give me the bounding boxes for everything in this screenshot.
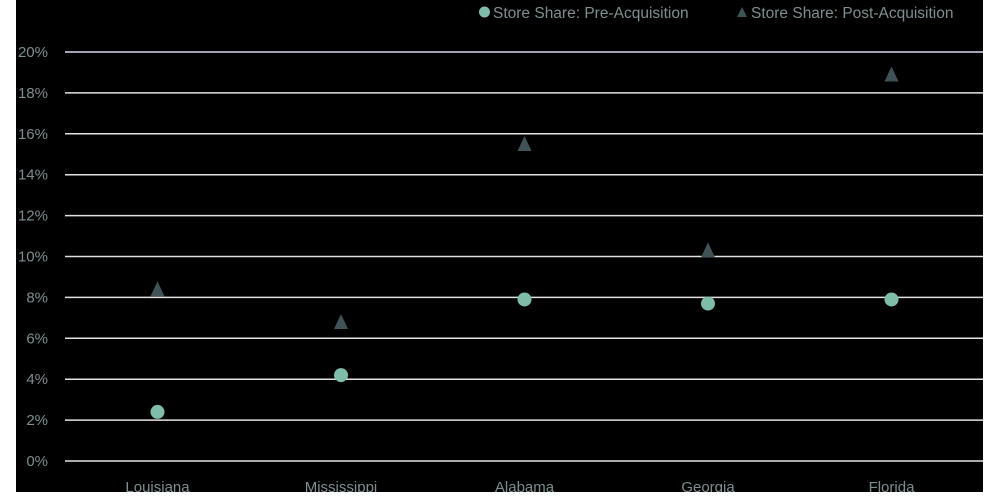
y-tick-label: 14% <box>18 167 48 184</box>
legend-label-post: Store Share: Post-Acquisition <box>751 5 953 22</box>
triangle-marker-icon <box>737 7 747 17</box>
x-tick-label: Louisiana <box>125 479 190 496</box>
post-acquisition-point[interactable] <box>517 136 532 152</box>
y-tick-label: 12% <box>18 208 48 225</box>
x-axis-ticks: Louisiana Mississippi Alabama Georgia Florid… <box>125 479 915 496</box>
post-acquisition-point[interactable] <box>884 66 899 82</box>
y-tick-label: 18% <box>18 85 48 102</box>
legend-item-pre-acquisition[interactable]: Store Share: Pre-Acquisition <box>479 5 689 22</box>
gridlines <box>65 51 983 462</box>
bottom-margin <box>0 492 1000 497</box>
y-tick-label: 8% <box>26 289 48 306</box>
x-tick-label: Florida <box>869 479 916 496</box>
pre-acquisition-point[interactable] <box>150 404 165 419</box>
pre-acquisition-point[interactable] <box>884 292 899 307</box>
x-tick-label: Georgia <box>681 479 735 496</box>
legend-item-post-acquisition[interactable]: Store Share: Post-Acquisition <box>737 5 953 22</box>
y-tick-label: 2% <box>26 412 48 429</box>
pre-acquisition-point[interactable] <box>334 368 348 383</box>
y-axis-ticks: 0% 2% 4% 6% 8% 10% 12% 14% 16% 18% 20% <box>18 44 48 470</box>
pre-acquisition-point[interactable] <box>517 292 532 307</box>
pre-acquisition-point[interactable] <box>701 296 715 311</box>
y-tick-label: 10% <box>18 249 48 266</box>
data-points <box>150 66 899 419</box>
x-tick-label: Alabama <box>495 479 555 496</box>
post-acquisition-point[interactable] <box>701 242 715 258</box>
y-tick-label: 20% <box>18 44 48 61</box>
circle-marker-icon <box>479 6 490 18</box>
y-tick-label: 16% <box>18 126 48 143</box>
legend: Store Share: Pre-Acquisition Store Share… <box>479 5 953 22</box>
y-tick-label: 0% <box>26 453 48 470</box>
post-acquisition-point[interactable] <box>334 313 348 329</box>
y-tick-label: 4% <box>26 371 48 388</box>
x-tick-label: Mississippi <box>305 479 378 496</box>
chart-panel <box>16 0 983 492</box>
y-tick-label: 6% <box>26 330 48 347</box>
legend-label-pre: Store Share: Pre-Acquisition <box>493 5 689 22</box>
post-acquisition-point[interactable] <box>150 281 165 297</box>
